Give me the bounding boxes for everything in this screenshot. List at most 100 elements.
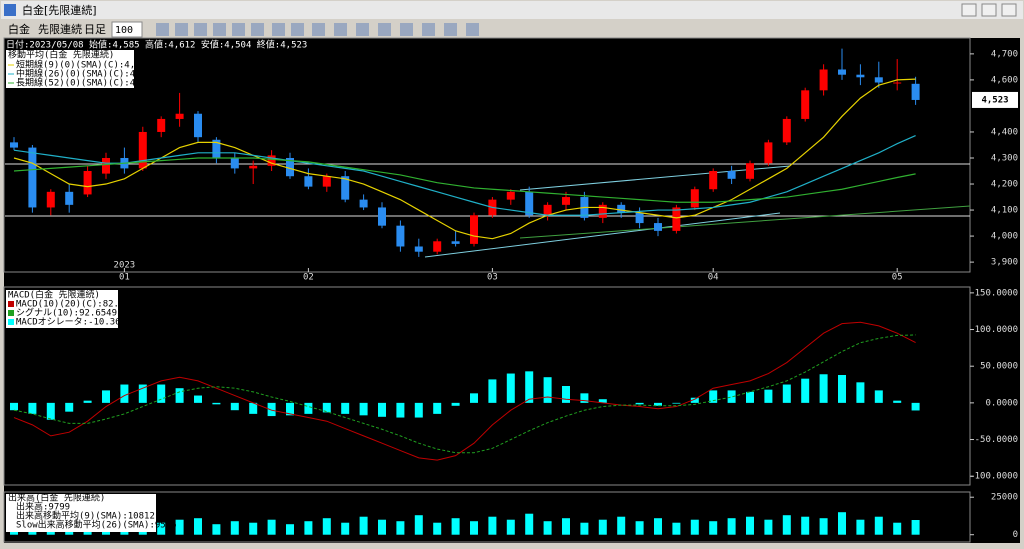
legend-title: MACD(白金 先限連続) — [8, 289, 100, 301]
tool-icon[interactable] — [400, 23, 413, 36]
oscillator-bar — [801, 378, 810, 403]
candle-body — [635, 212, 644, 224]
candle-body — [598, 204, 607, 218]
volume-bar — [488, 516, 497, 535]
oscillator-bar — [286, 402, 294, 416]
y-tick-label: 4,400 — [991, 127, 1018, 137]
tool-icon[interactable] — [175, 23, 188, 36]
maximize-button[interactable] — [981, 3, 997, 17]
volume-bar — [690, 519, 699, 535]
y-tick-label: 4,000 — [991, 232, 1018, 242]
candle-body — [506, 191, 515, 200]
candle-body — [304, 176, 313, 187]
legend-swatch — [8, 310, 14, 316]
candle-body — [414, 246, 423, 252]
oscillator-bar — [709, 390, 718, 403]
tool-icon[interactable] — [156, 23, 169, 36]
candle-body — [764, 142, 773, 164]
macd-line — [13, 334, 916, 454]
tool-icon[interactable] — [422, 23, 435, 36]
y-tick-label: 4,600 — [991, 75, 1018, 85]
moving-average-line — [13, 78, 916, 240]
candle-body — [212, 139, 221, 158]
volume-bar — [746, 516, 754, 535]
oscillator-bar — [764, 389, 773, 403]
y-tick-label: -50.0000 — [975, 435, 1018, 445]
oscillator-bar — [819, 374, 828, 403]
tool-icon[interactable] — [251, 23, 264, 36]
volume-bar — [874, 516, 883, 535]
y-tick-label: 0.0000 — [985, 398, 1018, 408]
tool-icon[interactable] — [334, 23, 347, 36]
y-tick-label: 3,900 — [991, 258, 1018, 268]
oscillator-bar — [267, 402, 276, 417]
tool-icon[interactable] — [444, 23, 457, 36]
candle-body — [433, 241, 442, 252]
legend-swatch — [8, 319, 14, 325]
volume-bar — [322, 518, 331, 535]
toolbar-icons — [156, 23, 479, 36]
close-button[interactable] — [1001, 3, 1017, 17]
tool-icon[interactable] — [291, 23, 304, 36]
candle-body — [322, 176, 331, 187]
toolbar-item[interactable]: 先限連続 — [38, 22, 82, 36]
year-label: 2023 — [114, 261, 136, 271]
volume-bar — [801, 516, 810, 535]
x-tick-label: 02 — [303, 273, 314, 283]
oscillator-bar — [322, 402, 331, 413]
oscillator-bar — [635, 402, 644, 405]
window-title: 白金[先限連続] — [22, 3, 97, 17]
candle-body — [801, 90, 810, 119]
oscillator-bar — [580, 393, 589, 403]
legend-entry: Slow出来高移動平均(26)(SMA):9576 — [16, 519, 177, 531]
legend-entry: 中期線(26)(0)(SMA)(C):4,386 — [16, 68, 157, 80]
volume-bar — [433, 522, 442, 535]
candle-body — [102, 157, 110, 174]
tool-icon[interactable] — [272, 23, 285, 36]
tool-icon[interactable] — [312, 23, 325, 36]
oscillator-bar — [249, 402, 258, 414]
candle-body — [286, 157, 294, 177]
candle-body — [378, 207, 386, 226]
tool-icon[interactable] — [356, 23, 369, 36]
oscillator-bar — [874, 390, 883, 403]
tool-icon[interactable] — [232, 23, 245, 36]
volume-bar — [580, 522, 589, 535]
moving-average-line — [13, 135, 916, 216]
tool-icon[interactable] — [466, 23, 479, 36]
volume-bar — [194, 518, 202, 535]
trend-line — [519, 205, 971, 239]
candle-body — [838, 69, 846, 75]
volume-bar — [709, 521, 718, 535]
volume-bar — [470, 521, 478, 535]
tool-icon[interactable] — [378, 23, 391, 36]
volume-bar — [175, 519, 184, 535]
x-tick-label: 05 — [892, 273, 903, 283]
volume-bar — [598, 519, 607, 535]
y-tick-label: 100.0000 — [975, 325, 1018, 335]
oscillator-bar — [690, 397, 699, 403]
minimize-button[interactable] — [961, 3, 977, 17]
candle-body — [341, 176, 350, 200]
app-icon — [4, 4, 16, 16]
oscillator-bar — [838, 375, 846, 403]
tool-icon[interactable] — [194, 23, 207, 36]
candle-body — [746, 163, 754, 179]
oscillator-bar — [727, 390, 736, 403]
toolbar-item[interactable]: 白金 — [8, 22, 30, 36]
volume-bar — [727, 518, 736, 535]
volume-bar — [267, 519, 276, 535]
zoom-input[interactable] — [111, 21, 143, 38]
tool-icon[interactable] — [213, 23, 226, 36]
toolbar-item[interactable]: 日足 — [84, 23, 106, 36]
oscillator-bar — [120, 384, 129, 403]
candle-body — [562, 197, 570, 205]
candle-body — [65, 191, 74, 205]
volume-bar — [341, 522, 350, 535]
candle-body — [893, 82, 902, 84]
oscillator-bar — [488, 379, 497, 403]
oscillator-bar — [782, 384, 791, 403]
legend-swatch — [8, 301, 14, 307]
